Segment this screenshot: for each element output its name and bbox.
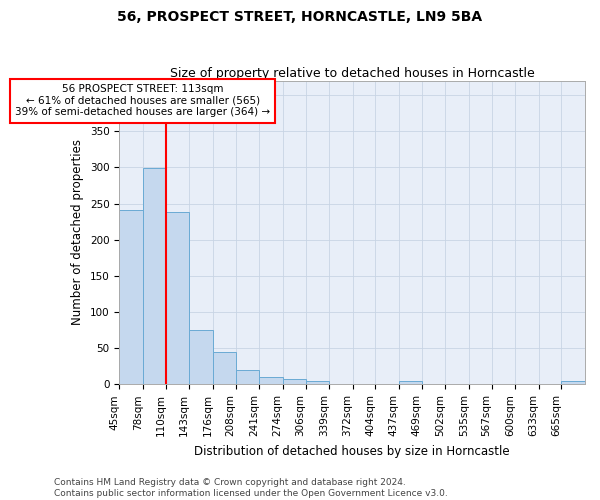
Text: 56, PROSPECT STREET, HORNCASTLE, LN9 5BA: 56, PROSPECT STREET, HORNCASTLE, LN9 5BA bbox=[118, 10, 482, 24]
Bar bbox=[399, 382, 422, 384]
Bar bbox=[119, 210, 143, 384]
Bar bbox=[213, 352, 236, 384]
Text: 56 PROSPECT STREET: 113sqm
← 61% of detached houses are smaller (565)
39% of sem: 56 PROSPECT STREET: 113sqm ← 61% of deta… bbox=[15, 84, 270, 117]
Bar bbox=[259, 377, 283, 384]
Text: Contains HM Land Registry data © Crown copyright and database right 2024.
Contai: Contains HM Land Registry data © Crown c… bbox=[54, 478, 448, 498]
Title: Size of property relative to detached houses in Horncastle: Size of property relative to detached ho… bbox=[170, 66, 535, 80]
Bar bbox=[143, 168, 166, 384]
Bar bbox=[562, 382, 585, 384]
Bar bbox=[283, 378, 305, 384]
Bar bbox=[305, 380, 329, 384]
Bar bbox=[166, 212, 189, 384]
Y-axis label: Number of detached properties: Number of detached properties bbox=[71, 140, 85, 326]
Bar bbox=[189, 330, 213, 384]
Bar bbox=[236, 370, 259, 384]
X-axis label: Distribution of detached houses by size in Horncastle: Distribution of detached houses by size … bbox=[194, 444, 510, 458]
